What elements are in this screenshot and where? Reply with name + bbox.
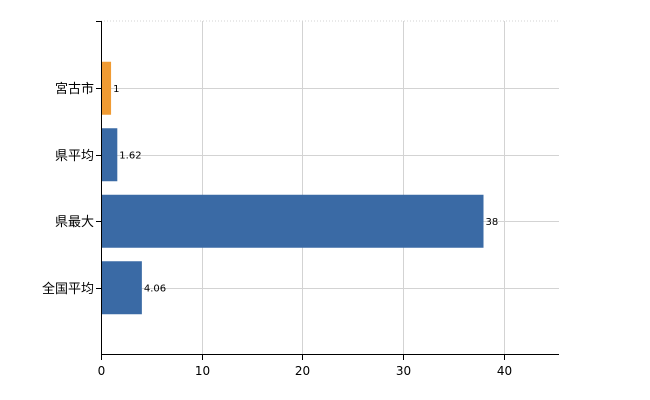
y-tick-label-4: 全国平均: [42, 281, 94, 297]
y-tick-label-1: 宮古市: [55, 81, 94, 97]
data-label-2: 1.62: [119, 150, 141, 161]
x-tick-label-20: 20: [295, 364, 310, 378]
bar-3: [101, 194, 484, 248]
data-label-4: 4.06: [144, 283, 166, 294]
data-label-3: 38: [486, 217, 499, 228]
x-tick-label-10: 10: [195, 364, 210, 378]
axis-layer: [96, 21, 559, 360]
y-tick-label-3: 県最大: [55, 215, 94, 230]
bar-4: [101, 261, 142, 315]
bar-layer: [101, 61, 484, 315]
x-tick-label-40: 40: [497, 364, 512, 378]
y-tick-label-2: 県平均: [55, 149, 94, 164]
grid-layer: [101, 20, 559, 354]
x-tick-label-30: 30: [396, 364, 411, 378]
x-tick-label-0: 0: [98, 364, 106, 378]
bar-1: [101, 61, 112, 115]
bar-2: [101, 128, 118, 182]
data-label-1: 1: [113, 84, 119, 95]
